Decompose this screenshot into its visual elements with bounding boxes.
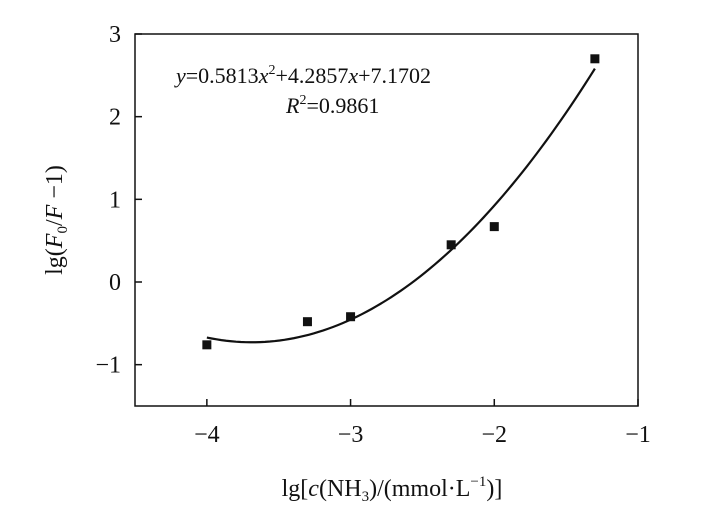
y-tick-label: 0 — [109, 270, 121, 296]
eq-x2: x — [347, 63, 358, 88]
y-tick-label: 3 — [109, 22, 121, 48]
data-point — [590, 54, 600, 64]
x-tick-label: −4 — [194, 422, 220, 448]
y-tick-label: −1 — [95, 353, 121, 379]
data-point — [446, 240, 456, 250]
eq-sup: 2 — [268, 63, 275, 78]
data-point — [202, 340, 212, 350]
x-tick-label: −3 — [338, 422, 364, 448]
x-tick-label: −1 — [625, 422, 651, 448]
eq-part2: +4.2857 — [275, 63, 348, 88]
fit-equation: y=0.5813x2+4.2857x+7.1702 — [174, 63, 431, 88]
y-tick-label: 2 — [109, 105, 121, 131]
r2-sup: 2 — [299, 93, 306, 108]
x-axis-title: lg[c(NH3)/(mmol·L−1)] — [282, 474, 503, 505]
r2-r: R — [285, 93, 300, 118]
r-squared: R2=0.9861 — [285, 93, 379, 118]
data-point — [302, 317, 312, 327]
y-tick-label: 1 — [109, 187, 121, 213]
plot-frame — [134, 33, 639, 407]
eq-part1: =0.5813 — [186, 63, 259, 88]
data-point — [489, 222, 499, 232]
eq-x1: x — [258, 63, 269, 88]
x-tick-label: −2 — [482, 422, 508, 448]
plot-area: −4 −3 −2 −1 −1 0 1 2 3 — [95, 22, 650, 448]
y-axis-title: lg(F0/F −1) — [42, 165, 71, 275]
r2-rest: =0.9861 — [306, 93, 379, 118]
eq-y: y — [174, 63, 186, 88]
eq-part3: +7.1702 — [358, 63, 431, 88]
fit-curve — [206, 68, 596, 344]
data-point — [346, 312, 356, 322]
